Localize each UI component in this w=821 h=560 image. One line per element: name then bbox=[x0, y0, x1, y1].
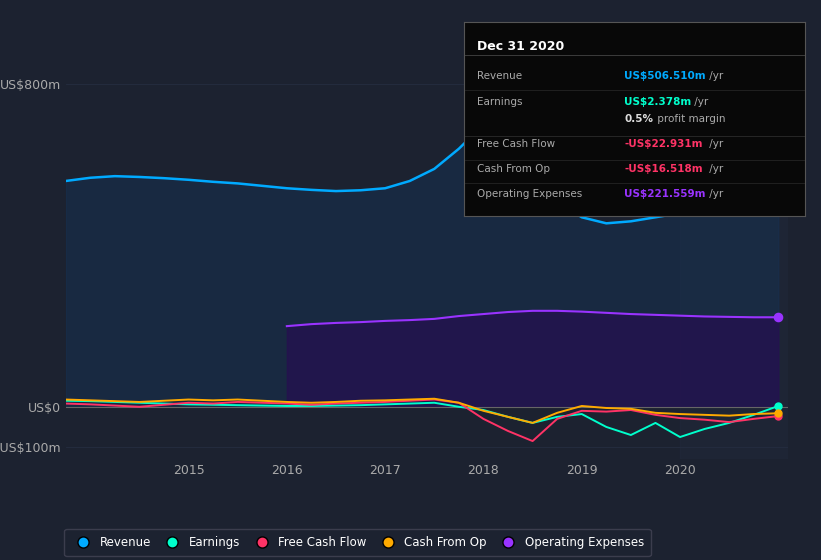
Text: -US$22.931m: -US$22.931m bbox=[624, 139, 703, 149]
Text: /yr: /yr bbox=[706, 139, 723, 149]
Point bbox=[772, 412, 785, 421]
Text: /yr: /yr bbox=[706, 164, 723, 174]
Text: /yr: /yr bbox=[706, 189, 723, 199]
Text: Operating Expenses: Operating Expenses bbox=[478, 189, 583, 199]
Text: /yr: /yr bbox=[706, 72, 723, 82]
Bar bbox=[680, 56, 788, 459]
Text: /yr: /yr bbox=[691, 97, 709, 106]
Text: US$506.510m: US$506.510m bbox=[624, 72, 705, 82]
Point bbox=[772, 313, 785, 322]
Point bbox=[772, 198, 785, 207]
Text: US$221.559m: US$221.559m bbox=[624, 189, 705, 199]
Text: US$2.378m: US$2.378m bbox=[624, 97, 691, 106]
Text: -US$16.518m: -US$16.518m bbox=[624, 164, 703, 174]
Text: Earnings: Earnings bbox=[478, 97, 523, 106]
Legend: Revenue, Earnings, Free Cash Flow, Cash From Op, Operating Expenses: Revenue, Earnings, Free Cash Flow, Cash … bbox=[64, 529, 651, 556]
Text: 0.5%: 0.5% bbox=[624, 114, 653, 124]
Point bbox=[772, 402, 785, 410]
Point bbox=[772, 409, 785, 418]
Text: Revenue: Revenue bbox=[478, 72, 523, 82]
Text: Free Cash Flow: Free Cash Flow bbox=[478, 139, 556, 149]
Text: Dec 31 2020: Dec 31 2020 bbox=[478, 40, 565, 53]
Text: Cash From Op: Cash From Op bbox=[478, 164, 551, 174]
Text: profit margin: profit margin bbox=[654, 114, 726, 124]
